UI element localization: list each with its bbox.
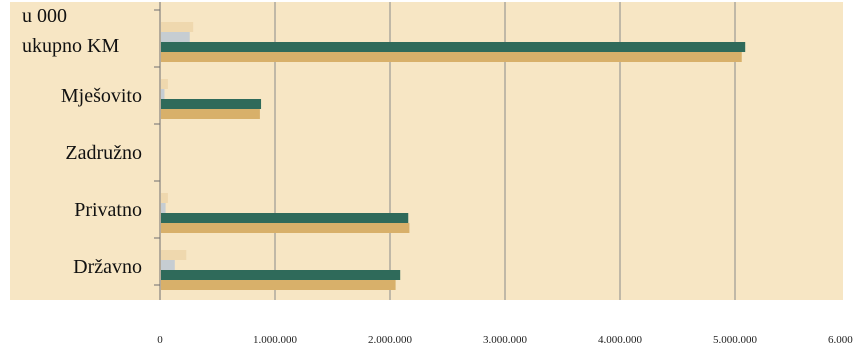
x-tick-label: 2.000.000 bbox=[368, 334, 413, 346]
bar bbox=[161, 79, 168, 89]
bar bbox=[161, 250, 187, 260]
category-label: Mješovito bbox=[61, 85, 142, 107]
bar bbox=[161, 89, 165, 99]
category-label: Privatno bbox=[74, 199, 142, 221]
category-label: Državno bbox=[73, 256, 142, 278]
bar bbox=[161, 280, 396, 290]
bars bbox=[161, 22, 746, 290]
bar bbox=[161, 213, 409, 223]
bar bbox=[161, 22, 194, 32]
unit-label-line1: u 000 bbox=[22, 5, 67, 27]
bar bbox=[161, 270, 401, 280]
bar bbox=[161, 223, 410, 233]
x-tick-label: 1.000.000 bbox=[253, 334, 298, 346]
unit-label-line2: ukupno KM bbox=[22, 35, 119, 57]
category-label: Zadružno bbox=[65, 142, 142, 164]
x-tick-label: 3.000.000 bbox=[483, 334, 528, 346]
x-tick-label: 5.000.000 bbox=[713, 334, 758, 346]
x-tick-labels: 0 1.000.000 2.000.000 3.000.000 4.000.000 5.0… bbox=[157, 334, 853, 346]
bar bbox=[161, 203, 166, 213]
bar bbox=[161, 99, 262, 109]
bar bbox=[161, 52, 742, 62]
bar bbox=[161, 32, 190, 42]
bar bbox=[161, 193, 168, 203]
category-labels: Državno Privatno Zadružno Mješovito bbox=[61, 85, 142, 278]
bar bbox=[161, 42, 746, 52]
x-tick-label: 4.000.000 bbox=[598, 334, 643, 346]
x-tick-label: 6.000.000 bbox=[828, 334, 853, 346]
x-tick-label: 0 bbox=[157, 334, 163, 346]
axis bbox=[154, 2, 161, 300]
bar bbox=[161, 109, 260, 119]
bar bbox=[161, 260, 175, 270]
